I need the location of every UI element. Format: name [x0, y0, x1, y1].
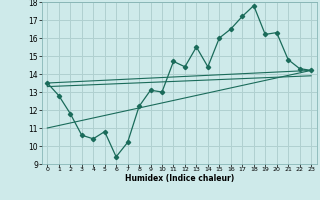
X-axis label: Humidex (Indice chaleur): Humidex (Indice chaleur): [124, 174, 234, 183]
